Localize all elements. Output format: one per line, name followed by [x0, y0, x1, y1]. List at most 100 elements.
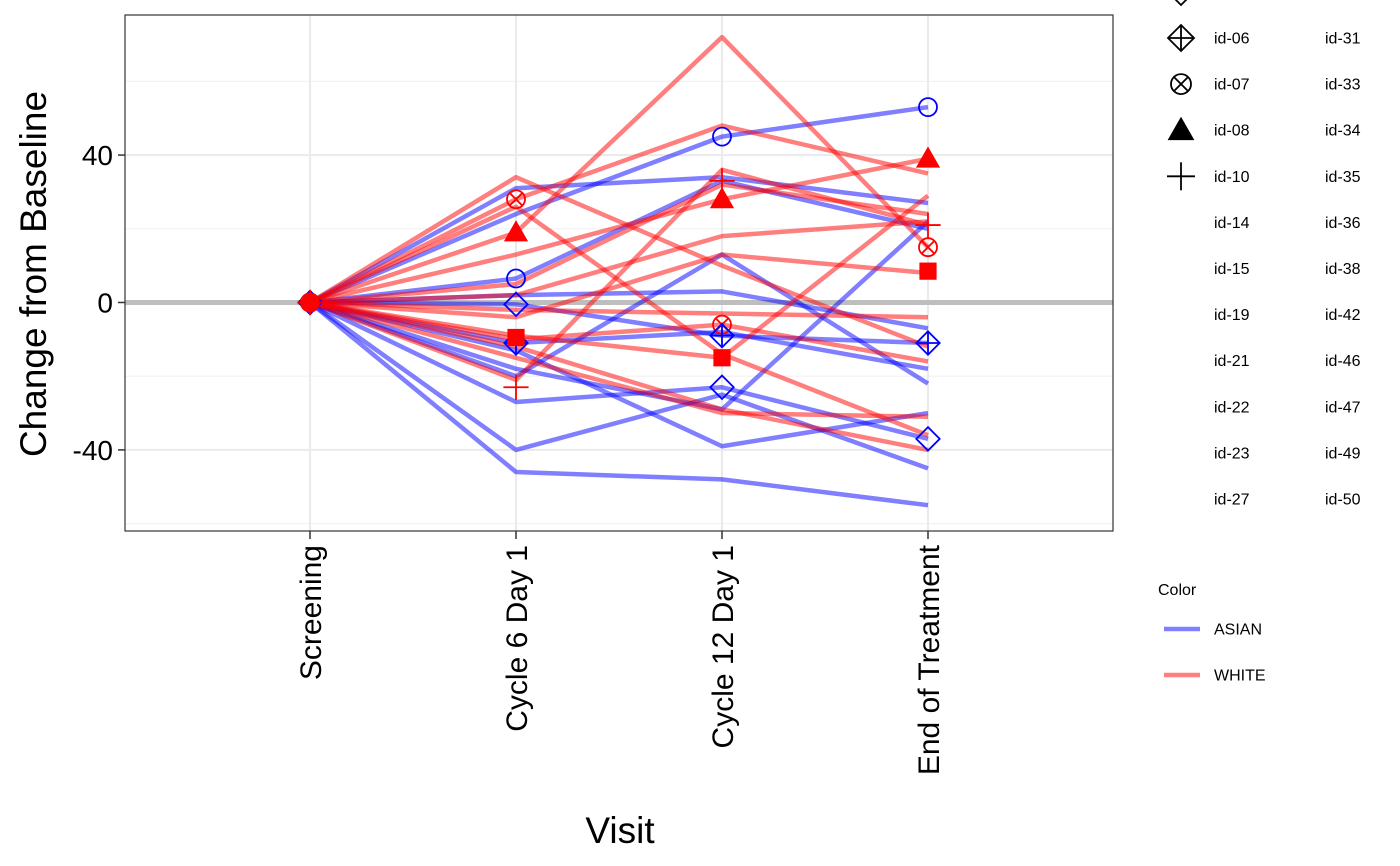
y-tick-label: 0: [97, 287, 113, 318]
y-tick-label: -40: [73, 435, 113, 466]
series-line-white-15: [309, 34, 930, 305]
marker-triangle: [915, 146, 941, 168]
data-marker-diamond: [709, 374, 735, 401]
marker-circle-outline: [712, 126, 732, 147]
data-marker-plus: [915, 212, 941, 238]
y-axis-title: Change from Baseline: [13, 91, 54, 457]
legend-shape-label: id-46: [1325, 353, 1361, 370]
marker-triangle: [1167, 116, 1195, 141]
data-marker-plus: [503, 374, 529, 400]
data-marker-diamond: [915, 425, 941, 452]
legend-shape-label: id-07: [1214, 77, 1250, 94]
series-line-asian-1: [308, 174, 929, 305]
legend-shape-label: id-06: [1214, 31, 1250, 48]
legend-color: Color ASIAN WHITE: [1158, 582, 1266, 685]
legend-shape-label: id-36: [1325, 215, 1361, 232]
legend-shape-label: id-22: [1214, 399, 1250, 416]
series-line-white-24: [309, 167, 929, 383]
series-line-white-16: [309, 156, 929, 305]
x-tick-label: Cycle 6 Day 1: [501, 545, 534, 732]
series-line-white-14: [308, 123, 929, 305]
marker-diamond-outline: [915, 425, 941, 452]
series-line-white-13: [308, 174, 929, 349]
x-tick-label: Screening: [295, 545, 328, 680]
marker-square: [507, 328, 525, 347]
data-markers: [297, 97, 941, 452]
data-marker-square: [507, 328, 525, 347]
data-marker-triangle: [709, 187, 735, 209]
legend-color-label: WHITE: [1214, 668, 1266, 685]
marker-square: [919, 262, 937, 280]
marker-triangle: [503, 220, 529, 242]
marker-circle-x-ring: [506, 189, 526, 210]
data-marker-triangle: [503, 220, 529, 242]
series-line-white-23: [309, 300, 929, 364]
legend-shape-label: id-47: [1325, 399, 1361, 416]
series-line-asian-10: [308, 300, 929, 508]
legend-shape-label: id-19: [1214, 307, 1250, 324]
data-marker-circle: [918, 97, 938, 118]
legend-shape-label: id-14: [1214, 215, 1250, 232]
series-line-asian-5: [309, 300, 929, 346]
series-line-asian-3: [309, 178, 929, 305]
marker-circle-x-ring: [1170, 73, 1192, 95]
y-tick-label: 40: [82, 140, 113, 171]
series-line-white-25: [309, 300, 929, 419]
series-line-white-21: [309, 252, 929, 320]
marker-circle-x-ring: [918, 237, 938, 258]
legend-shape-label: id-50: [1325, 492, 1361, 509]
legend-shape-label: id-10: [1214, 169, 1250, 186]
series-line-white-20: [309, 300, 929, 320]
data-marker-circle-filled: [300, 292, 320, 313]
legend-color-title: Color: [1158, 582, 1197, 599]
legend-key-diamond-plus: [1166, 23, 1196, 53]
legend-shape-label: id-35: [1325, 169, 1361, 186]
data-marker-circle-x: [918, 237, 938, 258]
series-line-white-19: [309, 219, 929, 305]
data-marker-circle-x: [506, 189, 526, 210]
x-axis-ticks: Screening Cycle 6 Day 1 Cycle 12 Day 1 End …: [295, 531, 946, 775]
legend-key-circle-x: [1170, 73, 1192, 95]
legend-key-plus: [1167, 162, 1195, 191]
marker-circle-x-stroke: [508, 192, 524, 207]
marker-square: [713, 349, 731, 367]
legend-key-triangle: [1167, 116, 1195, 141]
legend-shape-label: id-21: [1214, 353, 1250, 370]
legend-shape-label: id-15: [1214, 261, 1250, 278]
marker-circle-x-stroke: [920, 240, 936, 255]
x-tick-label: End of Treatment: [913, 544, 946, 775]
data-marker-diamond-plus: [709, 322, 735, 349]
legend-shape-label: id-49: [1325, 445, 1361, 462]
x-tick-label: Cycle 12 Day 1: [707, 545, 740, 748]
legend-shape-label: id-27: [1214, 492, 1250, 509]
legend-shape-label: id-08: [1214, 123, 1250, 140]
data-marker-diamond: [503, 291, 529, 318]
legend-key-partial: [1174, 0, 1188, 7]
series-line-asian-2: [309, 104, 929, 305]
marker-circle-x-stroke: [1173, 76, 1189, 92]
legend-shape-label: id-33: [1325, 77, 1361, 94]
legend-shape-label: id-31: [1325, 31, 1361, 48]
marker-circle-outline: [506, 268, 526, 289]
legend-shape-label: id-42: [1325, 307, 1361, 324]
data-marker-circle: [506, 268, 526, 289]
legend-shape: id-06 id-07 id-08 id-10 id-14 id-15 id-19 id-21…: [1166, 0, 1361, 509]
x-axis-title: Visit: [585, 810, 655, 851]
marker-diamond-outline: [503, 291, 529, 318]
marker-diamond-outline: [709, 374, 735, 401]
y-axis-ticks: -40 0 40: [73, 140, 125, 466]
marker-circle-filled: [300, 292, 320, 313]
data-marker-circle: [712, 126, 732, 147]
series-lines: [308, 34, 930, 508]
data-marker-square: [713, 349, 731, 367]
legend-shape-label: id-38: [1325, 261, 1361, 278]
legend-shape-label: id-34: [1325, 123, 1361, 140]
series-line-white-26: [309, 300, 929, 453]
legend-shape-label: id-23: [1214, 445, 1250, 462]
series-line-white-17: [309, 204, 929, 438]
data-marker-diamond-plus: [915, 330, 941, 357]
data-marker-square: [919, 262, 937, 280]
marker-diamond-outline: [1174, 0, 1188, 7]
marker-triangle: [709, 187, 735, 209]
